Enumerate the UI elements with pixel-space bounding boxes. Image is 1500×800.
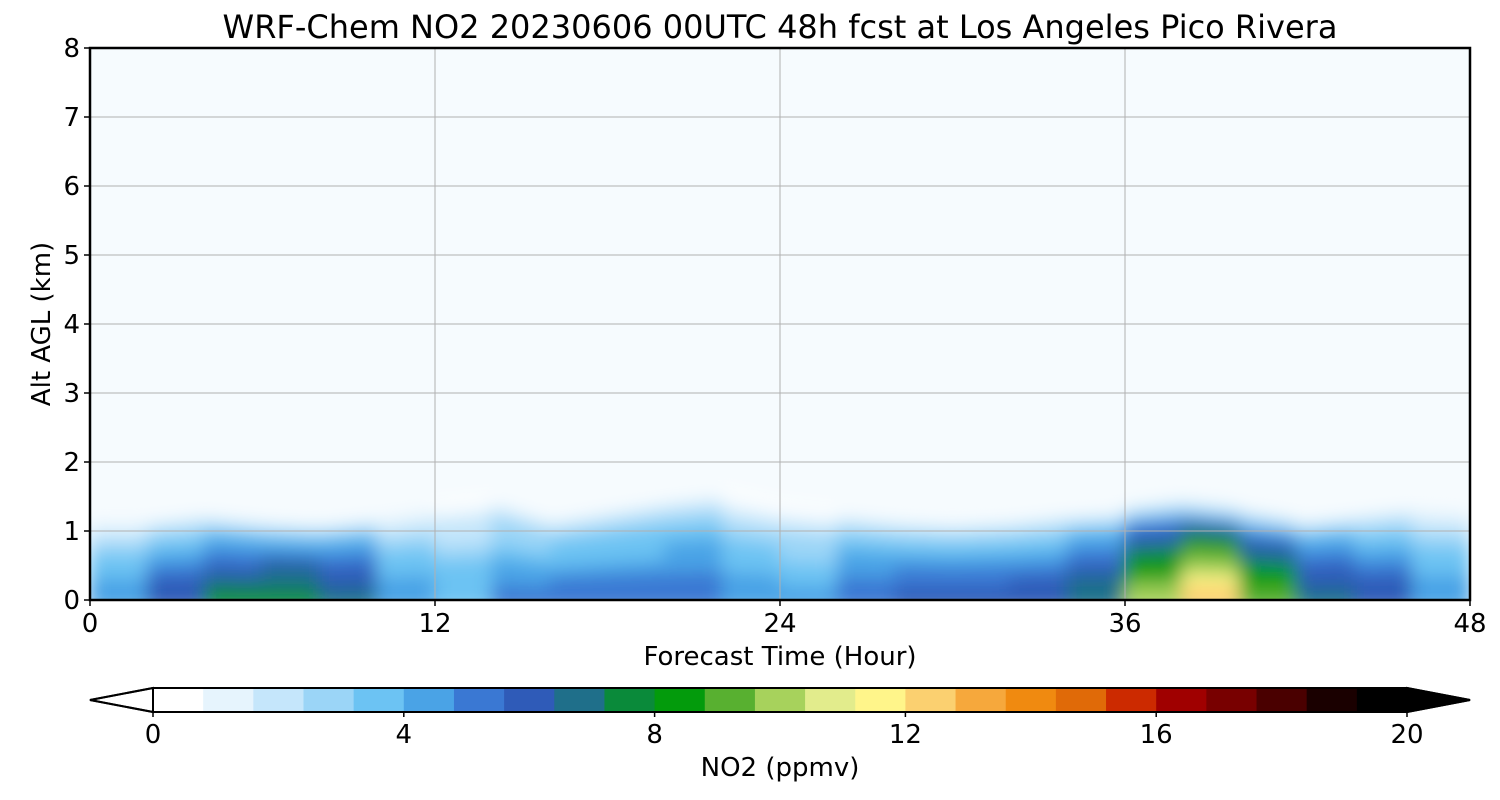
colorbar-label: NO2 (ppmv) xyxy=(701,753,860,783)
colorbar-swatch-1 xyxy=(203,688,254,712)
colorbar-tick-label-5: 20 xyxy=(1390,720,1423,750)
y-tick-label-1: 1 xyxy=(63,517,80,547)
colorbar-swatch-21 xyxy=(1206,688,1258,712)
y-tick-label-4: 4 xyxy=(63,310,80,340)
colorbar-tick-label-3: 12 xyxy=(889,720,922,750)
y-tick-label-5: 5 xyxy=(63,241,80,271)
no2-band-8-1 xyxy=(146,587,206,600)
no2-band-8-15 xyxy=(951,588,1011,600)
colorbar-swatch-8 xyxy=(554,688,606,712)
colorbar-swatch-10 xyxy=(654,688,706,712)
grid xyxy=(90,48,1470,600)
x-axis: 0 12 24 36 48 xyxy=(82,600,1487,639)
colorbar-swatch-11 xyxy=(704,688,756,712)
colorbar-extend-min xyxy=(89,686,154,714)
colorbar-tick-label-4: 16 xyxy=(1140,720,1173,750)
colorbar-swatch-3 xyxy=(303,688,355,712)
colorbar-extend-max xyxy=(1406,686,1471,714)
colorbar-tick-label-0: 0 xyxy=(145,720,162,750)
colorbar-swatch-23 xyxy=(1306,688,1358,712)
no2-band-8-23 xyxy=(1411,586,1470,600)
colorbar-swatch-4 xyxy=(353,688,405,712)
colorbar-swatch-24 xyxy=(1356,688,1408,712)
no2-band-8-11 xyxy=(721,584,781,600)
x-tick-label-1: 12 xyxy=(418,609,451,639)
colorbar-swatch-20 xyxy=(1156,688,1207,712)
colorbar-swatch-16 xyxy=(955,688,1007,712)
colorbar-swatch-22 xyxy=(1256,688,1308,712)
x-tick-label-2: 24 xyxy=(763,609,796,639)
y-tick-label-2: 2 xyxy=(63,448,80,478)
no2-band-8-10 xyxy=(664,584,724,600)
no2-band-8-5 xyxy=(376,586,436,600)
no2-band-8-21 xyxy=(1296,587,1356,600)
colorbar-swatch-7 xyxy=(504,688,555,712)
no2-field xyxy=(90,489,1470,600)
colorbar: 0 4 8 12 16 20 xyxy=(89,686,1471,750)
no2-band-8-12 xyxy=(779,586,839,600)
y-tick-label-3: 3 xyxy=(63,379,80,409)
x-tick-label-4: 48 xyxy=(1453,609,1486,639)
no2-band-8-0 xyxy=(90,588,149,600)
colorbar-swatch-5 xyxy=(403,688,455,712)
no2-band-8-14 xyxy=(894,588,954,600)
no2-band-8-19 xyxy=(1181,585,1241,600)
colorbar-tick-label-1: 4 xyxy=(396,720,413,750)
no2-band-8-16 xyxy=(1009,587,1069,600)
y-tick-label-7: 7 xyxy=(63,103,80,133)
colorbar-swatch-2 xyxy=(253,688,305,712)
y-tick-label-6: 6 xyxy=(63,172,80,202)
y-tick-label-0: 0 xyxy=(63,586,80,616)
no2-field-contours xyxy=(90,489,1470,600)
no2-band-8-20 xyxy=(1239,586,1299,600)
colorbar-tick-label-2: 8 xyxy=(646,720,663,750)
colorbar-swatch-14 xyxy=(855,688,906,712)
x-tick-label-0: 0 xyxy=(82,609,99,639)
no2-band-8-8 xyxy=(549,586,609,600)
colorbar-swatch-13 xyxy=(805,688,856,712)
x-tick-label-3: 36 xyxy=(1108,609,1141,639)
colorbar-swatch-0 xyxy=(153,688,204,712)
no2-band-8-13 xyxy=(836,587,896,600)
no2-band-8-6 xyxy=(434,585,494,600)
colorbar-swatch-18 xyxy=(1055,688,1107,712)
no2-band-8-7 xyxy=(491,585,551,600)
no2-band-8-22 xyxy=(1354,586,1414,600)
no2-band-8-2 xyxy=(204,587,264,600)
colorbar-swatch-6 xyxy=(453,688,505,712)
no2-band-8-4 xyxy=(319,587,379,600)
y-tick-label-8: 8 xyxy=(63,34,80,64)
x-axis-label: Forecast Time (Hour) xyxy=(643,642,916,672)
colorbar-swatch-17 xyxy=(1005,688,1057,712)
colorbar-swatch-15 xyxy=(905,688,957,712)
no2-band-8-18 xyxy=(1124,585,1184,600)
colorbar-swatch-19 xyxy=(1106,688,1157,712)
y-axis-label: Alt AGL (km) xyxy=(27,242,57,406)
chart-title: WRF-Chem NO2 20230606 00UTC 48h fcst at … xyxy=(223,8,1338,46)
no2-band-8-3 xyxy=(261,588,321,600)
no2-band-8-9 xyxy=(606,585,666,600)
colorbar-swatch-12 xyxy=(754,688,806,712)
y-axis: 0 1 2 3 4 5 6 7 8 xyxy=(63,34,90,616)
colorbar-swatch-9 xyxy=(604,688,656,712)
no2-band-8-17 xyxy=(1066,586,1126,600)
